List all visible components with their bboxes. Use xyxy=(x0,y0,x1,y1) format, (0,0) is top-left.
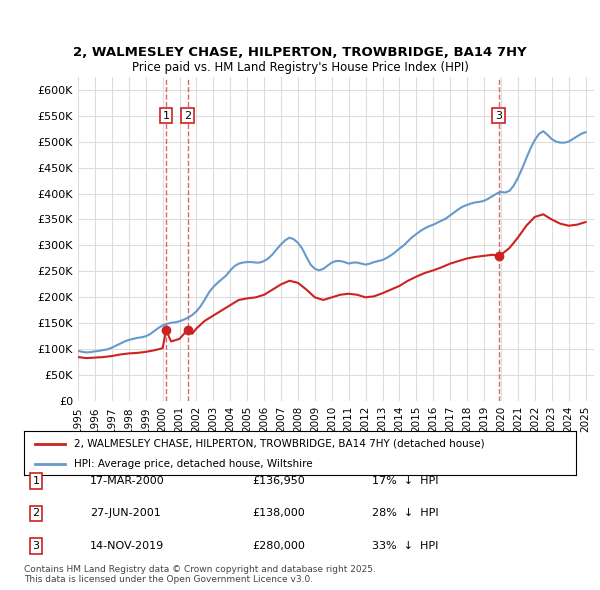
Text: 2, WALMESLEY CHASE, HILPERTON, TROWBRIDGE, BA14 7HY (detached house): 2, WALMESLEY CHASE, HILPERTON, TROWBRIDG… xyxy=(74,439,484,449)
Text: £280,000: £280,000 xyxy=(252,541,305,550)
Text: £138,000: £138,000 xyxy=(252,509,305,518)
Text: HPI: Average price, detached house, Wiltshire: HPI: Average price, detached house, Wilt… xyxy=(74,459,313,469)
Text: 1: 1 xyxy=(32,476,40,486)
Text: 17%  ↓  HPI: 17% ↓ HPI xyxy=(372,476,439,486)
Text: 14-NOV-2019: 14-NOV-2019 xyxy=(90,541,164,550)
Text: 27-JUN-2001: 27-JUN-2001 xyxy=(90,509,161,518)
Text: 1: 1 xyxy=(163,111,170,120)
Text: 2: 2 xyxy=(184,111,191,120)
Text: £136,950: £136,950 xyxy=(252,476,305,486)
Text: 17-MAR-2000: 17-MAR-2000 xyxy=(90,476,165,486)
Text: 3: 3 xyxy=(495,111,502,120)
Text: 3: 3 xyxy=(32,541,40,550)
Text: 33%  ↓  HPI: 33% ↓ HPI xyxy=(372,541,439,550)
Text: Contains HM Land Registry data © Crown copyright and database right 2025.
This d: Contains HM Land Registry data © Crown c… xyxy=(24,565,376,584)
Text: 2, WALMESLEY CHASE, HILPERTON, TROWBRIDGE, BA14 7HY: 2, WALMESLEY CHASE, HILPERTON, TROWBRIDG… xyxy=(73,46,527,59)
Text: 28%  ↓  HPI: 28% ↓ HPI xyxy=(372,509,439,518)
Text: 2: 2 xyxy=(32,509,40,518)
Text: Price paid vs. HM Land Registry's House Price Index (HPI): Price paid vs. HM Land Registry's House … xyxy=(131,61,469,74)
